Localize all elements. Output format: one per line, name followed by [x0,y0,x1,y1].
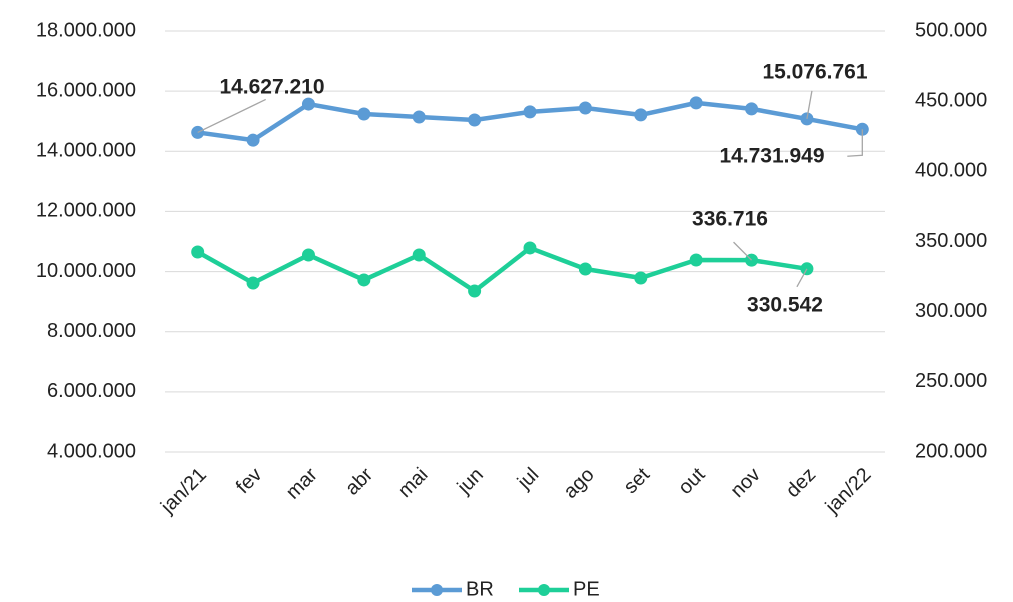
marker [523,105,537,119]
y2-tick-label: 300.000 [915,300,987,322]
y-tick-label: 4.000.000 [47,440,136,462]
x-tick-label: dez [782,464,820,502]
marker [357,107,371,121]
y-tick-label: 16.000.000 [36,79,136,101]
x-tick-label: mar [282,463,322,503]
marker [468,284,482,298]
data-label: 14.731.949 [719,145,824,168]
y-tick-label: 6.000.000 [47,380,136,402]
data-label: 14.627.210 [219,76,324,99]
marker [634,108,648,122]
marker [246,276,260,290]
x-tick-label: ago [559,464,598,503]
y2-tick-label: 350.000 [915,230,987,252]
marker [634,271,648,285]
y-tick-label: 18.000.000 [36,19,136,41]
marker [191,245,205,259]
marker [412,248,426,262]
legend-marker [431,584,443,596]
x-tick-label: mai [394,464,432,502]
leader-line [847,129,863,157]
legend-marker [538,584,550,596]
marker [745,102,759,116]
y-tick-label: 8.000.000 [47,320,136,342]
series-line [196,245,808,294]
marker [357,273,371,287]
marker [523,241,537,255]
y2-tick-label: 250.000 [915,370,987,392]
y-tick-label: 14.000.000 [36,140,136,162]
data-label: 15.076.761 [762,61,867,84]
x-tick-label: nov [726,464,764,502]
marker [578,262,592,276]
legend-label: BR [466,578,494,600]
y2-tick-label: 200.000 [915,440,987,462]
x-tick-label: set [620,463,655,498]
x-tick-label: jan/22 [821,464,876,519]
leader-line [733,241,752,261]
marker [689,253,703,267]
leader-line [796,268,808,288]
y2-tick-label: 450.000 [915,89,987,111]
x-tick-label: jan/21 [156,464,211,519]
data-label: 336.716 [692,208,768,231]
y2-tick-label: 500.000 [915,19,987,41]
x-tick-label: jun [453,464,488,499]
x-tick-label: abr [341,463,377,499]
marker [301,97,315,111]
data-label: 330.542 [747,294,823,317]
leader-line [197,98,266,134]
y-tick-label: 10.000.000 [36,260,136,282]
y-tick-label: 12.000.000 [36,200,136,222]
legend-label: PE [573,578,600,600]
marker [246,133,260,147]
marker [301,248,315,262]
marker [689,96,703,110]
y2-tick-label: 400.000 [915,160,987,182]
x-tick-label: jul [513,464,543,494]
x-tick-label: out [674,463,710,499]
marker [578,101,592,115]
leader-line [806,90,813,120]
x-tick-label: fev [232,464,266,498]
marker [468,113,482,127]
marker [412,110,426,124]
